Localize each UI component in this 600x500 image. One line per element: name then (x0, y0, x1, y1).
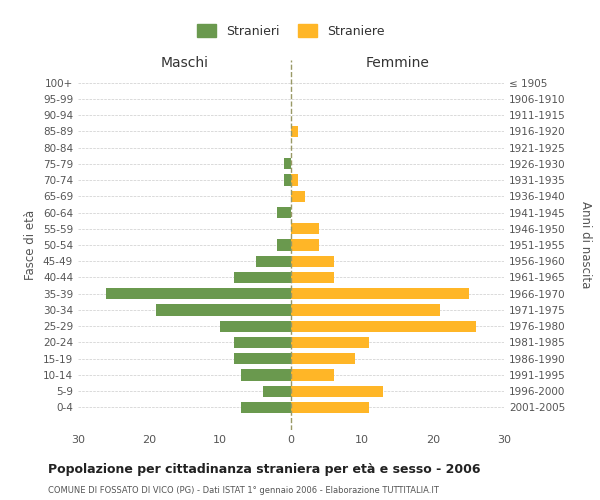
Bar (256, 256, 291, 267)
Bar (291, 272, 334, 283)
Bar (291, 223, 319, 234)
Bar (291, 288, 469, 300)
Bar (291, 256, 334, 267)
Bar (291, 174, 298, 186)
Bar (234, 272, 291, 283)
Bar (291, 320, 476, 332)
Text: Maschi: Maschi (161, 56, 209, 70)
Bar (284, 174, 291, 186)
Bar (291, 240, 319, 250)
Bar (291, 126, 298, 137)
Bar (220, 320, 291, 332)
Bar (234, 337, 291, 348)
Bar (291, 190, 305, 202)
Bar (241, 402, 291, 413)
Bar (291, 304, 440, 316)
Bar (291, 353, 355, 364)
Bar (291, 337, 369, 348)
Y-axis label: Anni di nascita: Anni di nascita (580, 202, 593, 288)
Bar (241, 370, 291, 380)
Text: Popolazione per cittadinanza straniera per età e sesso - 2006: Popolazione per cittadinanza straniera p… (48, 462, 481, 475)
Bar (156, 304, 291, 316)
Y-axis label: Fasce di età: Fasce di età (25, 210, 37, 280)
Bar (277, 207, 291, 218)
Bar (106, 288, 291, 300)
Bar (263, 386, 291, 397)
Bar (291, 386, 383, 397)
Bar (284, 158, 291, 170)
Text: COMUNE DI FOSSATO DI VICO (PG) - Dati ISTAT 1° gennaio 2006 - Elaborazione TUTTI: COMUNE DI FOSSATO DI VICO (PG) - Dati IS… (48, 486, 439, 495)
Legend: Stranieri, Straniere: Stranieri, Straniere (191, 18, 391, 44)
Bar (291, 370, 334, 380)
Bar (277, 240, 291, 250)
Bar (291, 402, 369, 413)
Text: Femmine: Femmine (365, 56, 430, 70)
Bar (234, 353, 291, 364)
